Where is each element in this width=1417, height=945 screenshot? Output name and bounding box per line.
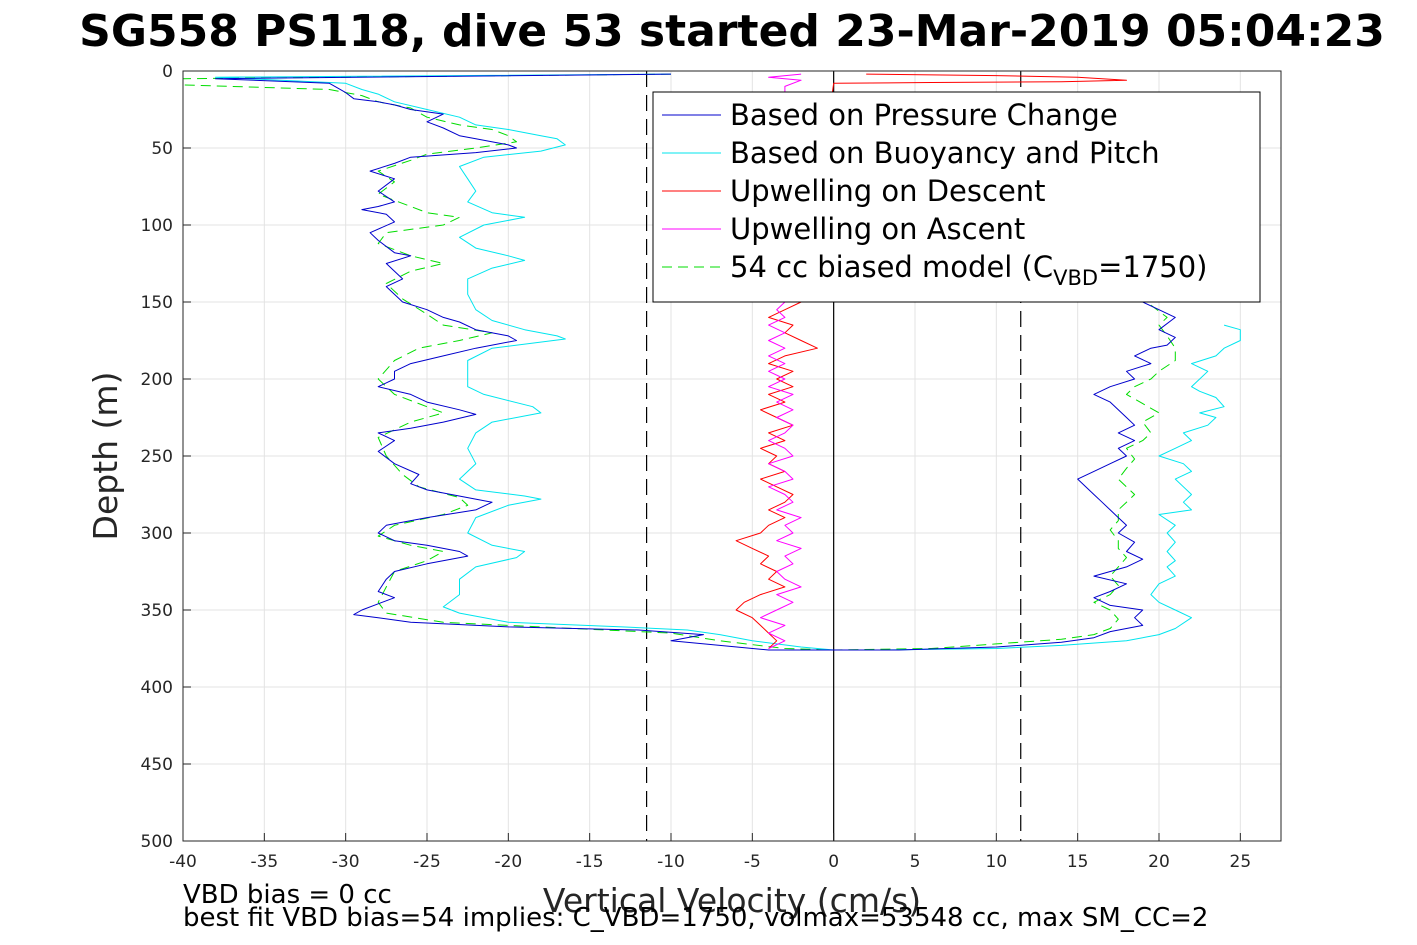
x-tick-label: 0 (828, 852, 839, 872)
y-axis-ticks: 0 50 100 150 200 250 300 350 400 450 500 (141, 62, 191, 852)
series-line-4 (183, 73, 1176, 651)
chart-title: SG558 PS118, dive 53 started 23-Mar-2019… (79, 6, 1385, 57)
y-tick-label: 200 (141, 370, 173, 390)
y-tick-label: 350 (141, 601, 173, 621)
series-line-3 (760, 73, 802, 649)
y-tick-label: 150 (141, 293, 173, 313)
y-tick-label: 400 (141, 678, 173, 698)
x-tick-label: -30 (332, 852, 360, 872)
y-tick-label: 500 (141, 832, 173, 852)
x-tick-label: 10 (986, 852, 1008, 872)
series-line-0 (215, 73, 1176, 651)
x-tick-label: 15 (1067, 852, 1089, 872)
legend-label: 54 cc biased model (CVBD=1750) (730, 250, 1208, 290)
y-tick-label: 300 (141, 524, 173, 544)
x-tick-label: 20 (1148, 852, 1170, 872)
legend: Based on Pressure Change Based on Buoyanc… (652, 91, 1261, 303)
x-tick-label: -5 (744, 852, 761, 872)
legend-box (652, 91, 1261, 303)
series-line-1 (215, 73, 1241, 651)
legend-label: Upwelling on Ascent (730, 212, 1025, 246)
x-tick-label: -35 (250, 852, 278, 872)
y-tick-label: 50 (151, 139, 173, 159)
x-tick-label: -15 (576, 852, 604, 872)
y-tick-label: 0 (162, 62, 173, 82)
y-tick-label: 450 (141, 755, 173, 775)
y-axis-label: Depth (m) (86, 372, 125, 541)
legend-label: Upwelling on Descent (730, 174, 1046, 208)
legend-label: Based on Pressure Change (730, 98, 1118, 132)
note-vbd-bias: VBD bias = 0 cc (183, 880, 392, 910)
x-tick-label: 25 (1230, 852, 1252, 872)
x-tick-label: -40 (169, 852, 197, 872)
y-tick-label: 250 (141, 447, 173, 467)
series-line-2 (735, 73, 1127, 649)
x-tick-label: -25 (413, 852, 441, 872)
x-tick-label: -20 (494, 852, 522, 872)
x-axis-label: Vertical Velocity (cm/s) (543, 881, 921, 920)
x-tick-label: -10 (657, 852, 685, 872)
note-best-fit: best fit VBD bias=54 implies: C_VBD=1750… (183, 903, 1208, 933)
legend-label: Based on Buoyancy and Pitch (730, 136, 1160, 170)
series-group (183, 73, 1241, 651)
x-axis-ticks: -40 -35 -30 -25 -20 -15 -10 -5 0 5 10 15 20 25 (169, 833, 1251, 872)
x-tick-label: 5 (910, 852, 921, 872)
y-tick-label: 100 (141, 216, 173, 236)
